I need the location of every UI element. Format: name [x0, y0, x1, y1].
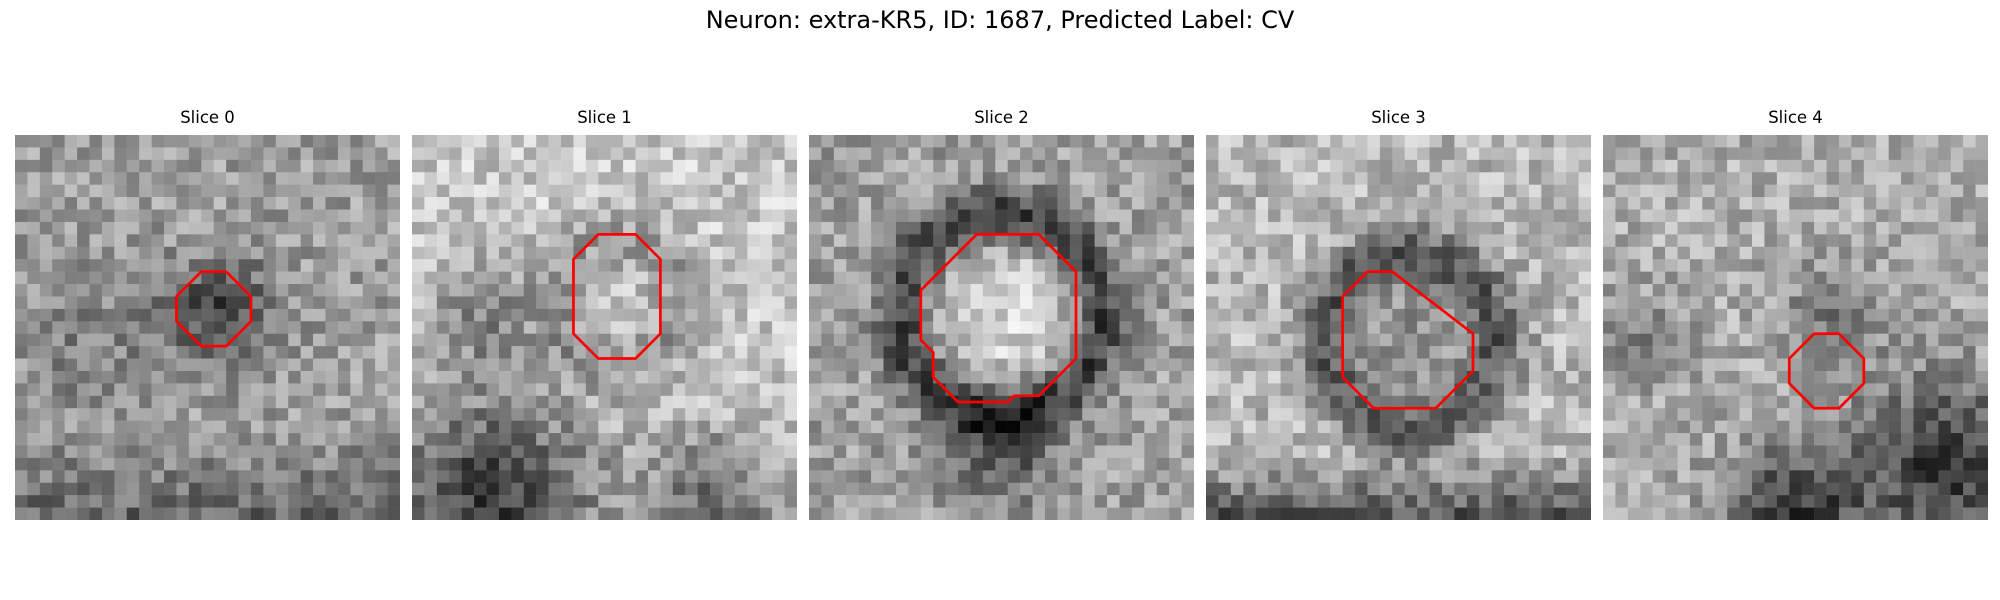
grayscale-patch	[1206, 135, 1591, 520]
grayscale-patch	[1603, 135, 1988, 520]
contour-outline	[1787, 332, 1866, 410]
slice-title-3: Slice 3	[1371, 108, 1426, 127]
slice-title-1: Slice 1	[577, 108, 632, 127]
slice-title-4: Slice 4	[1768, 108, 1823, 127]
grayscale-patch	[809, 135, 1194, 520]
slice-panel-4: Slice 4	[1603, 108, 1988, 520]
slice-panel-0: Slice 0	[15, 108, 400, 520]
slice-image-0	[15, 135, 400, 520]
slice-title-0: Slice 0	[180, 108, 235, 127]
figure-title: Neuron: extra-KR5, ID: 1687, Predicted L…	[705, 6, 1295, 34]
slice-image-4	[1603, 135, 1988, 520]
slice-panel-1: Slice 1	[412, 108, 797, 520]
slice-panel-2: Slice 2	[809, 108, 1194, 520]
slice-image-3	[1206, 135, 1591, 520]
slice-image-2	[809, 135, 1194, 520]
grayscale-patch	[15, 135, 400, 520]
contour-outline	[919, 232, 1078, 404]
slice-image-1	[412, 135, 797, 520]
contour-outline	[1341, 270, 1475, 410]
slice-title-2: Slice 2	[974, 108, 1029, 127]
slice-panel-3: Slice 3	[1206, 108, 1591, 520]
contour-outline	[175, 270, 253, 348]
contour-outline	[572, 232, 662, 360]
grayscale-patch	[412, 135, 797, 520]
